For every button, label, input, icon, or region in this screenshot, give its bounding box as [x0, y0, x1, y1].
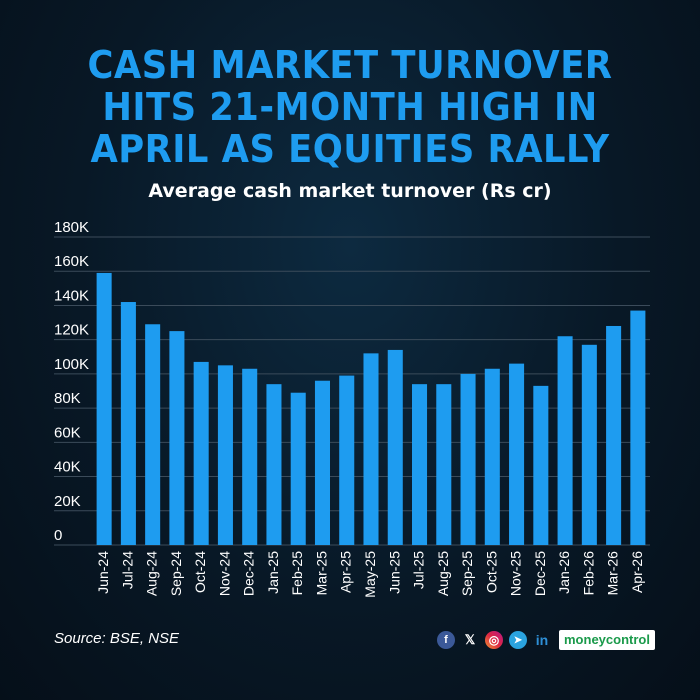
x-tick-label: Aug-24: [144, 551, 160, 596]
x-tick-label: Sep-25: [459, 551, 475, 596]
y-tick-label: 60K: [54, 424, 81, 441]
x-tick-label: Feb-26: [580, 551, 596, 596]
x-tick-label: Nov-24: [216, 551, 232, 596]
x-tick-label: Apr-26: [629, 551, 645, 593]
linkedin-icon[interactable]: in: [535, 632, 549, 648]
bar-jul-25: [412, 384, 428, 545]
bar-sep-25: [460, 373, 476, 545]
x-tick-label: Sep-24: [168, 551, 184, 596]
bar-dec-24: [242, 368, 258, 545]
y-tick-label: 140K: [54, 287, 89, 304]
y-tick-label: 120K: [54, 322, 89, 339]
bar-jul-24: [120, 302, 136, 545]
x-tick-label: Mar-26: [605, 551, 621, 596]
x-tick-label: Jun-25: [386, 551, 402, 594]
bar-oct-24: [193, 361, 209, 545]
bar-jun-24: [96, 272, 112, 545]
bar-nov-25: [509, 363, 525, 545]
bar-may-25: [363, 353, 379, 545]
x-tick-label: Jul-24: [119, 551, 135, 589]
social-links: f 𝕏 ◎ ➤ in moneycontrol: [437, 629, 655, 651]
bar-sep-24: [169, 331, 185, 545]
instagram-icon[interactable]: ◎: [485, 631, 503, 649]
moneycontrol-logo[interactable]: moneycontrol: [559, 630, 655, 650]
headline-line-2: HITS 21-MONTH HIGH IN: [102, 85, 598, 129]
y-tick-label: 20K: [54, 493, 81, 510]
x-icon[interactable]: 𝕏: [464, 632, 476, 647]
x-tick-label: Jan-26: [556, 551, 572, 594]
bar-mar-26: [606, 325, 622, 545]
x-tick-label: Oct-25: [483, 551, 499, 593]
chart-title: Average cash market turnover (Rs cr): [148, 180, 552, 202]
y-tick-label: 80K: [54, 390, 81, 407]
headline-line-3: APRIL AS EQUITIES RALLY: [90, 127, 610, 171]
bar-aug-25: [436, 384, 452, 545]
x-tick-label: Mar-25: [313, 551, 329, 596]
y-tick-label: 40K: [54, 459, 81, 476]
bar-oct-25: [484, 368, 500, 545]
source-note: Source: BSE, NSE: [54, 630, 180, 647]
headline: CASH MARKET TURNOVER HITS 21-MONTH HIGH …: [25, 44, 676, 170]
x-tick-label: Dec-24: [241, 551, 257, 596]
y-tick-label: 0: [54, 527, 62, 544]
telegram-icon[interactable]: ➤: [509, 631, 527, 649]
x-tick-label: Feb-25: [289, 551, 305, 596]
x-tick-label: Aug-25: [435, 551, 451, 596]
bar-nov-24: [217, 365, 233, 545]
bar-feb-25: [290, 392, 306, 545]
y-tick-label: 180K: [54, 219, 89, 236]
bar-mar-25: [314, 380, 330, 545]
y-tick-label: 100K: [54, 356, 89, 373]
bar-jan-26: [557, 336, 573, 545]
bar-apr-25: [339, 375, 355, 545]
headline-line-1: CASH MARKET TURNOVER: [87, 43, 613, 87]
x-tick-label: May-25: [362, 551, 378, 598]
x-tick-label: Jan-25: [265, 551, 281, 594]
bar-aug-24: [145, 324, 161, 545]
x-tick-label: Nov-25: [508, 551, 524, 596]
bar-apr-26: [630, 310, 646, 545]
y-tick-label: 160K: [54, 253, 89, 270]
bar-jan-25: [266, 384, 282, 545]
bar-feb-26: [581, 344, 597, 545]
bar-jun-25: [387, 349, 403, 545]
x-tick-label: Apr-25: [338, 551, 354, 593]
bar-dec-25: [533, 385, 549, 545]
x-tick-label: Dec-25: [532, 551, 548, 596]
x-tick-label: Jun-24: [95, 551, 111, 594]
x-tick-label: Oct-24: [192, 551, 208, 593]
facebook-icon[interactable]: f: [437, 631, 455, 649]
x-tick-label: Jul-25: [411, 551, 427, 589]
